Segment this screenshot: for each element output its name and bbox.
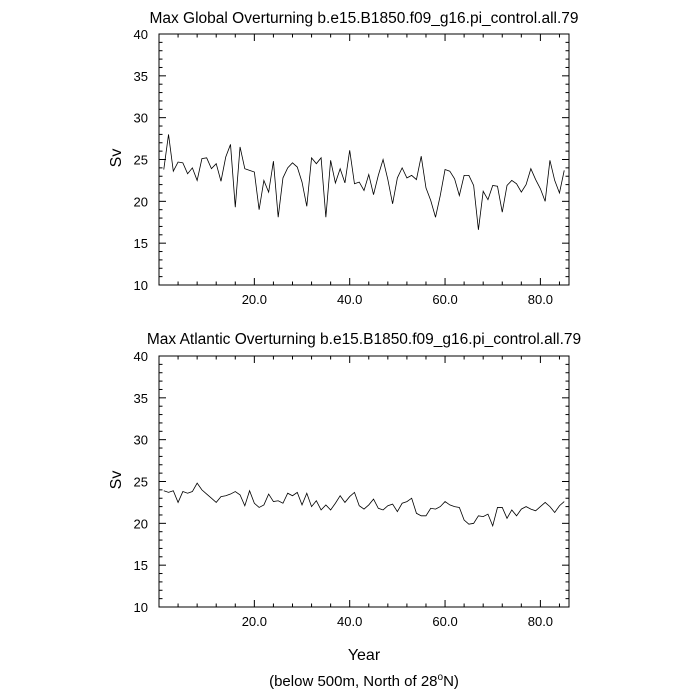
footnote-text: (below 500m, North of 28 [269,673,437,690]
global-axis-ticks [159,33,569,286]
atlantic-y-axis-label: Sv [108,471,125,490]
atlantic-xtick-label: 80.0 [528,614,553,629]
footnote: (below 500m, North of 28oN) [269,672,459,690]
atlantic-ytick-label: 20 [134,516,148,531]
global-xtick-label: 20.0 [242,292,267,307]
global-y-axis-label: Sv [108,149,125,168]
atlantic-overturning-panel: Max Atlantic Overturning b.e15.B1850.f09… [108,331,581,664]
atlantic-ytick-label: 35 [134,391,148,406]
atlantic-ytick-label: 30 [134,433,148,448]
atlantic-xtick-label: 60.0 [432,614,457,629]
atlantic-plot-frame [158,355,570,608]
global-ytick-label: 40 [134,27,148,42]
global-xtick-label: 40.0 [337,292,362,307]
atlantic-tick-labels: 10 15 20 25 30 35 40 20.0 40.0 60.0 80.0 [134,349,554,629]
atlantic-chart-title: Max Atlantic Overturning b.e15.B1850.f09… [147,331,581,348]
footnote-text-end: N) [443,673,459,690]
atlantic-overturning-series-line [163,482,565,528]
atlantic-ytick-label: 10 [134,600,148,615]
global-overturning-series-line [163,134,565,230]
global-ytick-label: 10 [134,278,148,293]
global-ytick-label: 15 [134,236,148,251]
global-xtick-label: 60.0 [432,292,457,307]
global-xtick-label: 80.0 [528,292,553,307]
atlantic-ytick-label: 40 [134,349,148,364]
atlantic-axis-ticks [159,355,569,608]
global-plot-frame [158,33,570,286]
global-chart-title: Max Global Overturning b.e15.B1850.f09_g… [149,10,578,27]
global-ytick-label: 35 [134,69,148,84]
x-axis-label: Year [348,647,381,664]
global-ytick-label: 30 [134,111,148,126]
global-ytick-label: 25 [134,153,148,168]
footnote-degree-superscript: o [438,672,444,683]
global-ytick-label: 20 [134,194,148,209]
atlantic-ytick-label: 25 [134,475,148,490]
atlantic-xtick-label: 20.0 [242,614,267,629]
global-overturning-panel: Max Global Overturning b.e15.B1850.f09_g… [108,10,579,307]
global-tick-labels: 10 15 20 25 30 35 40 20.0 40.0 60.0 80.0 [134,27,554,307]
atlantic-ytick-label: 15 [134,558,148,573]
atlantic-xtick-label: 40.0 [337,614,362,629]
